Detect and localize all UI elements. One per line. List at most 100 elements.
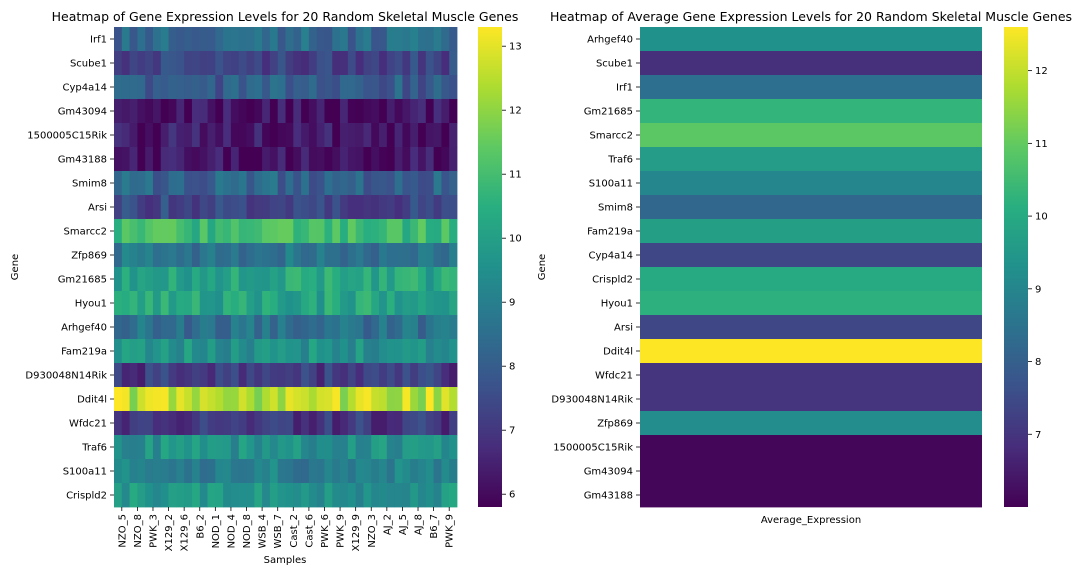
heatmap-cell [238, 147, 247, 172]
heatmap-cell [269, 243, 279, 268]
heatmap-cell [168, 75, 177, 100]
heatmap-cell [145, 339, 154, 364]
heatmap-cell [347, 243, 357, 268]
heatmap-cell [379, 483, 388, 508]
y-tick-label: Zfp869 [71, 251, 107, 262]
x-tick-label: PWK_6 [320, 514, 331, 548]
heatmap-cell [410, 459, 419, 484]
heatmap-cell [332, 195, 341, 220]
heatmap-cell [269, 219, 279, 244]
y-tick-label: Ddit4l [603, 347, 633, 358]
heatmap-cell [402, 219, 411, 244]
heatmap-cell [160, 387, 169, 412]
heatmap-cell [262, 483, 271, 508]
heatmap-cell [324, 147, 333, 172]
heatmap-cell [176, 171, 185, 196]
heatmap-cell [137, 171, 146, 196]
x-tick-label: Cast_2 [289, 514, 300, 548]
heatmap-cell [285, 195, 294, 220]
heatmap-cell [316, 483, 325, 508]
x-tick-label: B6_7 [429, 514, 440, 539]
heatmap-cell [355, 27, 364, 52]
heatmap-cell [379, 339, 388, 364]
heatmap-cell [176, 51, 185, 76]
heatmap-cell [293, 243, 302, 268]
heatmap-cell [129, 75, 138, 100]
heatmap-cell [640, 147, 982, 172]
heatmap-cell [254, 315, 263, 340]
heatmap-cell [363, 171, 372, 196]
heatmap-cell [301, 147, 310, 172]
heatmap-cell [371, 435, 380, 460]
heatmap-cell [332, 171, 341, 196]
heatmap-cell [363, 27, 372, 52]
heatmap-cell [441, 99, 450, 124]
heatmap-cell [410, 435, 419, 460]
heatmap-cell [394, 363, 403, 388]
heatmap-cell [449, 411, 458, 436]
heatmap-cell [223, 315, 232, 340]
heatmap-cell [386, 219, 396, 244]
heatmap-cell [129, 195, 138, 220]
x-tick-label: Cast_6 [304, 514, 315, 548]
heatmap-cell [402, 147, 411, 172]
y-tick-label: Traf6 [81, 443, 107, 454]
heatmap-cell [449, 291, 458, 316]
heatmap-cell [114, 147, 123, 172]
heatmap-cell [277, 51, 286, 76]
heatmap-cell [269, 435, 279, 460]
heatmap-cell [293, 267, 302, 292]
heatmap-cell [137, 147, 146, 172]
heatmap-cell [402, 387, 411, 412]
y-tick-label: Traf6 [607, 155, 633, 166]
heatmap-cell [324, 339, 333, 364]
heatmap-cell [176, 99, 185, 124]
heatmap-cell [215, 219, 224, 244]
heatmap-cell [129, 123, 138, 148]
heatmap-cell [277, 147, 286, 172]
x-tick-label: PWK_9 [445, 514, 456, 548]
heatmap-cell [433, 459, 442, 484]
heatmap-cell [269, 171, 279, 196]
heatmap-cell [129, 411, 138, 436]
heatmap-cell [238, 75, 247, 100]
heatmap-cell [199, 315, 208, 340]
heatmap-cell [168, 243, 177, 268]
heatmap-cell [184, 123, 193, 148]
heatmap-cell [254, 27, 263, 52]
heatmap-cell [363, 195, 372, 220]
heatmap-cell [340, 99, 349, 124]
heatmap-cell [410, 483, 419, 508]
heatmap-cell [308, 147, 318, 172]
heatmap-cell [363, 363, 372, 388]
heatmap-cell [246, 435, 255, 460]
heatmap-cell [379, 459, 388, 484]
heatmap-cell [168, 363, 177, 388]
heatmap-cell [425, 243, 435, 268]
heatmap-cell [402, 459, 411, 484]
heatmap-cell [285, 123, 294, 148]
colorbar-tick-label: 12 [509, 106, 522, 117]
heatmap-left-xlabel: Samples [264, 555, 307, 566]
heatmap-cell [277, 123, 286, 148]
heatmap-cell [293, 27, 302, 52]
heatmap-left: Heatmap of Gene Expression Levels for 20… [10, 9, 522, 566]
heatmap-cell [215, 195, 224, 220]
heatmap-cell [199, 171, 208, 196]
heatmap-cell [410, 51, 419, 76]
heatmap-cell [152, 483, 162, 508]
heatmap-cell [207, 195, 216, 220]
colorbar-tick-label: 10 [1035, 212, 1048, 223]
heatmap-cell [441, 51, 450, 76]
heatmap-cell [441, 291, 450, 316]
heatmap-cell [207, 219, 216, 244]
heatmap-cell [285, 219, 294, 244]
heatmap-cell [379, 243, 388, 268]
heatmap-cell [332, 123, 341, 148]
heatmap-cell [316, 171, 325, 196]
heatmap-cell [207, 291, 216, 316]
heatmap-cell [168, 387, 177, 412]
heatmap-cell [410, 411, 419, 436]
heatmap-cell [425, 363, 435, 388]
heatmap-cell [640, 219, 982, 244]
